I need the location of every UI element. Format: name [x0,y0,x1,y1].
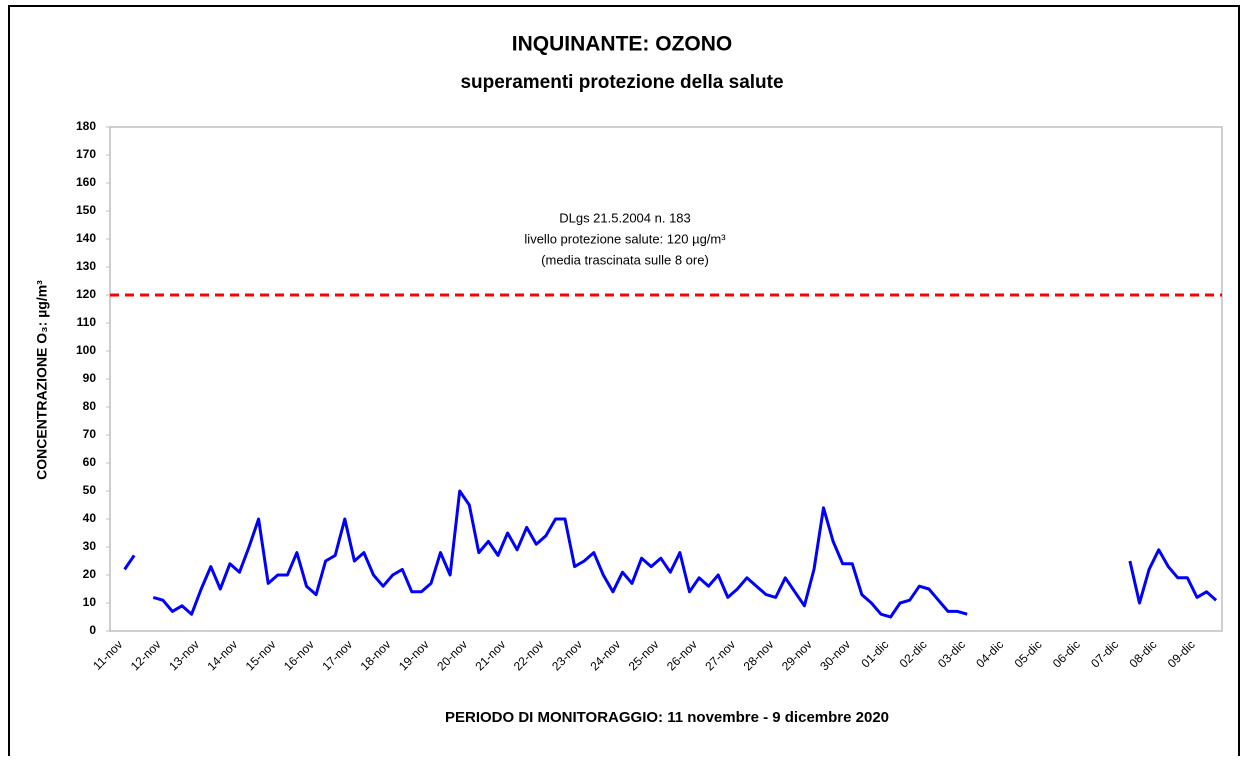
y-axis-title: CONCENTRAZIONE O₃: µg/m³ [34,280,50,480]
y-tick-label: 90 [83,371,97,385]
y-tick-label: 140 [76,231,96,245]
y-tick-label: 0 [89,623,96,637]
y-tick-label: 100 [76,343,96,357]
chart-subtitle: superamenti protezione della salute [460,72,783,93]
y-tick-label: 10 [83,595,97,609]
y-tick-label: 120 [76,287,96,301]
y-tick-label: 150 [76,203,96,217]
y-tick-label: 40 [83,511,97,525]
y-tick-label: 20 [83,567,97,581]
y-tick-label: 30 [83,539,97,553]
chart-title: INQUINANTE: OZONO [512,33,733,56]
threshold-annotation: (media trascinata sulle 8 ore) [541,252,709,267]
data-line [123,489,1218,619]
threshold-annotation: livello protezione salute: 120 µg/m³ [524,231,726,246]
y-tick-label: 60 [83,455,97,469]
x-axis-title: PERIODO DI MONITORAGGIO: 11 novembre - 9… [445,709,889,726]
y-tick-label: 70 [83,427,97,441]
y-tick-label: 180 [76,119,96,133]
y-tick-label: 160 [76,175,96,189]
frame [8,5,1240,761]
y-tick-label: 110 [77,315,97,329]
y-tick-label: 130 [76,259,96,273]
y-tick-label: 170 [76,147,96,161]
y-tick-label: 50 [83,483,97,497]
y-tick-label: 80 [83,399,97,413]
threshold-annotation: DLgs 21.5.2004 n. 183 [559,210,691,225]
